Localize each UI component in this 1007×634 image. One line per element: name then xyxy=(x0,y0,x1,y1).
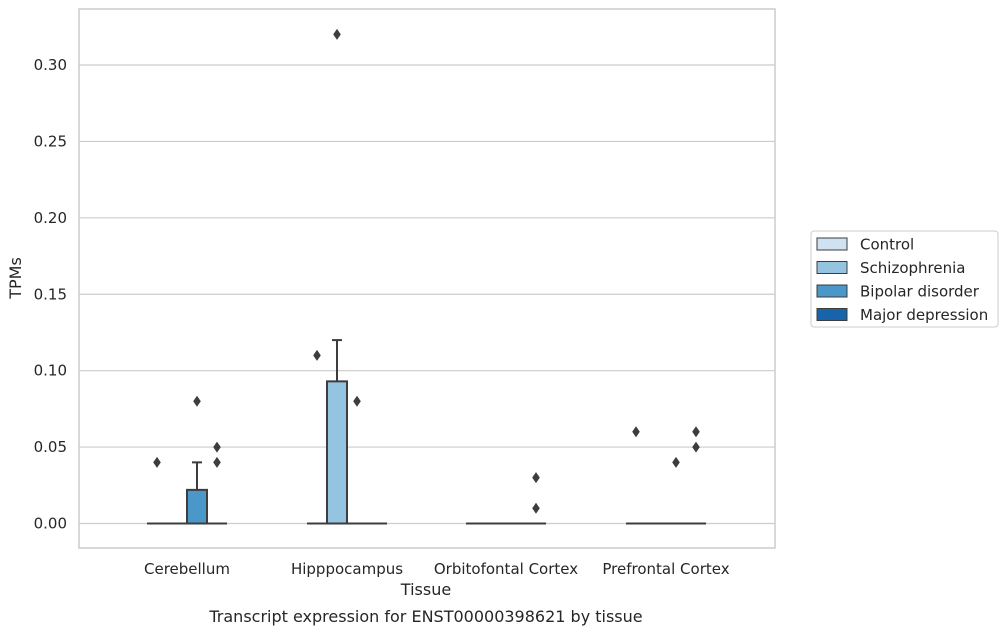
y-tick-label: 0.15 xyxy=(34,285,67,303)
outlier-point xyxy=(692,426,700,438)
y-tick-label: 0.05 xyxy=(34,438,67,456)
legend-label: Control xyxy=(860,236,914,254)
outlier-point xyxy=(213,441,221,453)
outlier-point xyxy=(632,426,640,438)
box-body xyxy=(326,380,348,525)
outlier-point xyxy=(313,349,321,361)
y-tick-label: 0.10 xyxy=(34,362,67,380)
y-tick-label: 0.30 xyxy=(34,56,67,74)
x-tick-labels: Cerebellum Hipppocampus Orbitofontal Corte… xyxy=(144,560,730,578)
legend-swatch xyxy=(816,284,848,298)
x-axis-label: Tissue xyxy=(400,580,451,599)
y-axis-label: TPMs xyxy=(6,257,25,300)
outlier-point xyxy=(353,395,361,407)
outlier-point xyxy=(532,472,540,484)
x-tick-label: Cerebellum xyxy=(144,560,230,578)
x-tick-label: Hipppocampus xyxy=(291,560,403,578)
plot-frame xyxy=(78,8,776,549)
y-tick-label: 0.00 xyxy=(34,515,67,533)
legend-swatch xyxy=(816,308,848,321)
outlier-point xyxy=(333,28,341,40)
boxes xyxy=(147,339,706,525)
legend-label: Major depression xyxy=(860,306,988,324)
x-tick-label: Prefrontal Cortex xyxy=(602,560,729,578)
box-schizophrenia xyxy=(326,339,348,525)
legend-frame xyxy=(810,230,999,328)
box-body xyxy=(186,488,208,525)
box-bipolar-disorder xyxy=(186,461,208,525)
outlier-point xyxy=(692,441,700,453)
y-tick-labels: 0.00 0.05 0.10 0.15 0.20 0.25 0.30 xyxy=(34,56,67,533)
legend-label: Bipolar disorder xyxy=(860,283,980,301)
x-tick-label: Orbitofontal Cortex xyxy=(434,560,578,578)
legend-swatch xyxy=(816,237,848,251)
outliers xyxy=(153,28,700,514)
gridlines xyxy=(79,64,775,525)
outlier-point xyxy=(672,456,680,468)
legend-swatch xyxy=(816,261,848,274)
y-tick-label: 0.20 xyxy=(34,209,67,227)
legend-label: Schizophrenia xyxy=(860,259,965,277)
chart-caption: Transcript expression for ENST0000039862… xyxy=(208,607,642,626)
y-tick-label: 0.25 xyxy=(34,132,67,150)
legend-items: Control Schizophrenia Bipolar disorder Majo… xyxy=(816,236,988,324)
outlier-point xyxy=(213,456,221,468)
outlier-point xyxy=(532,502,540,514)
outlier-point xyxy=(193,395,201,407)
legend: Control Schizophrenia Bipolar disorder Majo… xyxy=(810,230,999,328)
outlier-point xyxy=(153,456,161,468)
